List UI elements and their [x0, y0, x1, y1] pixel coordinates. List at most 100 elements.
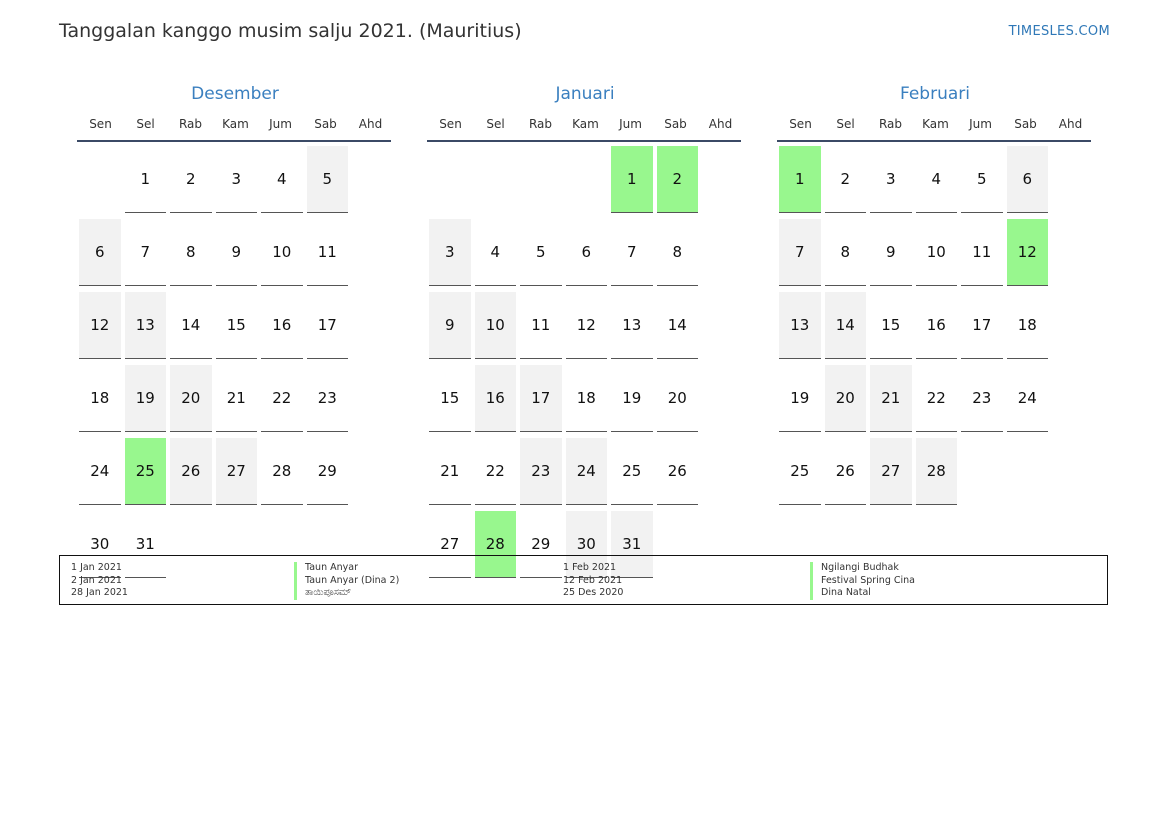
- legend-holiday-name: Ngilangi Budhak: [821, 562, 899, 573]
- day-cell: 20: [656, 365, 698, 432]
- day-grid: 1 2 3 4 5 6 7 8 9 10 11 12 13 14 15 16 17 18 19 20 21 22 23 24 2…: [777, 146, 1093, 511]
- weekday-label: Kam: [572, 117, 599, 131]
- day-cell: 13: [611, 292, 653, 359]
- weekday-header: Sen Sel Rab Kam Jum Sab Ahd: [77, 114, 393, 140]
- header-divider: [777, 140, 1091, 142]
- legend-holiday-name: Festival Spring Cina: [821, 574, 915, 586]
- day-cell: 27: [870, 438, 912, 505]
- day-cell: 4: [915, 146, 957, 213]
- empty-day-cell: [429, 146, 471, 213]
- weekday-label: Sen: [439, 117, 462, 131]
- day-cell: 5: [961, 146, 1003, 213]
- day-cell: 30: [565, 511, 607, 578]
- weekday-label: Sel: [836, 117, 855, 131]
- legend-holiday-name: Taun Anyar (Dina 2): [305, 574, 400, 586]
- legend-names-left: Taun Anyar Taun Anyar (Dina 2) ತಾಯಿಪೂಸಮ್: [294, 562, 399, 600]
- day-cell: 10: [261, 219, 303, 286]
- weekday-label: Sen: [89, 117, 112, 131]
- day-cell: 24: [79, 438, 121, 505]
- weekday-label: Rab: [528, 117, 553, 131]
- day-cell: 27: [215, 438, 257, 505]
- day-cell: 11: [961, 219, 1003, 286]
- brand-link[interactable]: TIMESLES.COM: [1008, 24, 1110, 39]
- day-cell: 31: [124, 511, 166, 578]
- day-cell: 26: [656, 438, 698, 505]
- day-cell: 13: [124, 292, 166, 359]
- legend-holiday-name: Dina Natal: [821, 587, 871, 598]
- month-januari: Januari Sen Sel Rab Kam Jum Sab Ahd 1 2 3 4 5 6 7 8 9 10 1…: [427, 82, 743, 584]
- legend-date: 1 Jan 2021: [71, 562, 122, 573]
- legend-date: 12 Feb 2021: [563, 574, 623, 586]
- month-title: Januari: [555, 84, 615, 104]
- day-cell: 17: [520, 365, 562, 432]
- day-cell: 11: [306, 219, 348, 286]
- day-cell: 15: [870, 292, 912, 359]
- legend-holiday-name: Taun Anyar: [305, 562, 358, 573]
- day-cell: 24: [565, 438, 607, 505]
- day-cell: 11: [520, 292, 562, 359]
- day-cell: 19: [124, 365, 166, 432]
- holiday-day-cell: 12: [1006, 219, 1048, 286]
- day-cell: 19: [611, 365, 653, 432]
- day-cell: 20: [824, 365, 866, 432]
- day-cell: 15: [215, 292, 257, 359]
- page-title: Tanggalan kanggo musim salju 2021. (Maur…: [59, 20, 522, 42]
- day-cell: 9: [429, 292, 471, 359]
- day-cell: 5: [306, 146, 348, 213]
- day-grid: 1 2 3 4 5 6 7 8 9 10 11 12 13 14 15 16 17 18 19 20 21 22 23 24 2…: [427, 146, 743, 584]
- day-cell: 10: [915, 219, 957, 286]
- day-cell: 22: [474, 438, 516, 505]
- day-cell: 16: [474, 365, 516, 432]
- day-cell: 3: [215, 146, 257, 213]
- weekday-label: Jum: [619, 117, 642, 131]
- day-cell: 18: [79, 365, 121, 432]
- day-cell: 21: [870, 365, 912, 432]
- day-cell: 18: [1006, 292, 1048, 359]
- holiday-day-cell: 2: [656, 146, 698, 213]
- legend-dates-right: 1 Feb 2021 12 Feb 2021 25 Des 2020: [563, 562, 623, 600]
- day-cell: 6: [79, 219, 121, 286]
- legend-date: 1 Feb 2021: [563, 562, 617, 573]
- empty-day-cell: [475, 146, 517, 213]
- day-cell: 14: [170, 292, 212, 359]
- holiday-day-cell: 1: [611, 146, 653, 213]
- day-cell: 2: [824, 146, 866, 213]
- legend-date: 28 Jan 2021: [71, 587, 128, 598]
- day-cell: 4: [261, 146, 303, 213]
- day-cell: 23: [961, 365, 1003, 432]
- header-divider: [427, 140, 741, 142]
- day-cell: 28: [915, 438, 957, 505]
- day-cell: 23: [306, 365, 348, 432]
- day-cell: 8: [824, 219, 866, 286]
- weekday-header: Sen Sel Rab Kam Jum Sab Ahd: [777, 114, 1093, 140]
- day-cell: 12: [565, 292, 607, 359]
- day-cell: 3: [870, 146, 912, 213]
- weekday-label: Sab: [664, 117, 687, 131]
- day-cell: 24: [1006, 365, 1048, 432]
- weekday-label: Ahd: [708, 117, 733, 131]
- day-cell: 25: [779, 438, 821, 505]
- weekday-label: Sab: [314, 117, 337, 131]
- month-desember: Desember Sen Sel Rab Kam Jum Sab Ahd 1 2 3 4 5 6 7 8 9 10…: [77, 82, 393, 584]
- day-cell: 6: [565, 219, 607, 286]
- weekday-label: Jum: [269, 117, 292, 131]
- day-cell: 7: [779, 219, 821, 286]
- weekday-header: Sen Sel Rab Kam Jum Sab Ahd: [427, 114, 743, 140]
- day-cell: 16: [261, 292, 303, 359]
- day-cell: 20: [170, 365, 212, 432]
- day-cell: 4: [474, 219, 516, 286]
- day-cell: 9: [870, 219, 912, 286]
- weekday-label: Kam: [222, 117, 249, 131]
- month-title: Desember: [191, 84, 279, 104]
- day-cell: 9: [215, 219, 257, 286]
- day-cell: 14: [824, 292, 866, 359]
- legend-holiday-name: ತಾಯಿಪೂಸಮ್: [305, 587, 351, 598]
- month-februari: Februari Sen Sel Rab Kam Jum Sab Ahd 1 2 3 4 5 6 7 8 9 10…: [777, 82, 1093, 511]
- day-cell: 26: [824, 438, 866, 505]
- legend-date: 25 Des 2020: [563, 587, 624, 598]
- day-cell: 25: [611, 438, 653, 505]
- weekday-label: Rab: [178, 117, 203, 131]
- weekday-label: Ahd: [1058, 117, 1083, 131]
- day-cell: 21: [215, 365, 257, 432]
- day-cell: 23: [520, 438, 562, 505]
